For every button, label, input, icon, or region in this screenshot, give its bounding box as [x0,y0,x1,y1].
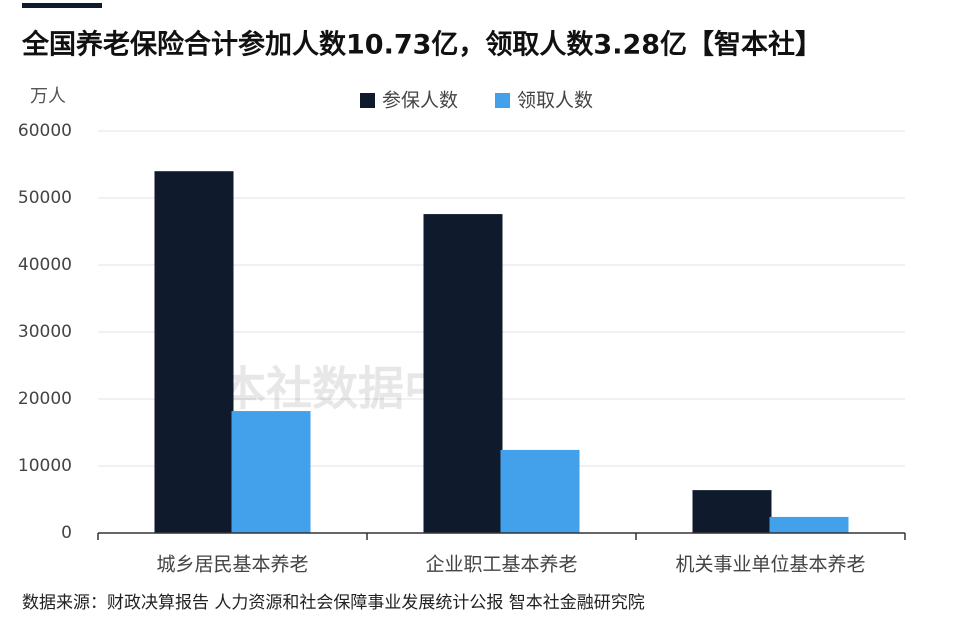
legend-label: 领取人数 [517,90,593,112]
x-tick-label: 城乡居民基本养老 [156,554,308,576]
y-tick-label: 50000 [18,188,72,208]
x-tick-label: 机关事业单位基本养老 [675,554,865,576]
bar [769,516,849,533]
bar [231,411,311,533]
chart-title: 全国养老保险合计参加人数10.73亿，领取人数3.28亿【智本社】 [21,29,822,61]
legend-swatch [360,93,375,108]
bar [692,490,772,533]
legend-swatch [495,93,510,108]
bar [154,171,234,533]
y-tick-label: 10000 [18,456,72,476]
title-accent [22,3,102,8]
y-tick-label: 30000 [18,322,72,342]
legend-label: 参保人数 [382,90,458,112]
y-tick-label: 0 [61,523,72,543]
y-tick-label: 20000 [18,389,72,409]
y-tick-label: 60000 [18,121,72,141]
x-tick-label: 企业职工基本养老 [425,554,577,576]
source-note: 数据来源：财政决算报告 人力资源和社会保障事业发展统计公报 智本社金融研究院 [22,593,645,613]
y-tick-label: 40000 [18,255,72,275]
bar [423,214,503,533]
y-unit: 万人 [30,86,66,107]
bar [500,449,580,533]
